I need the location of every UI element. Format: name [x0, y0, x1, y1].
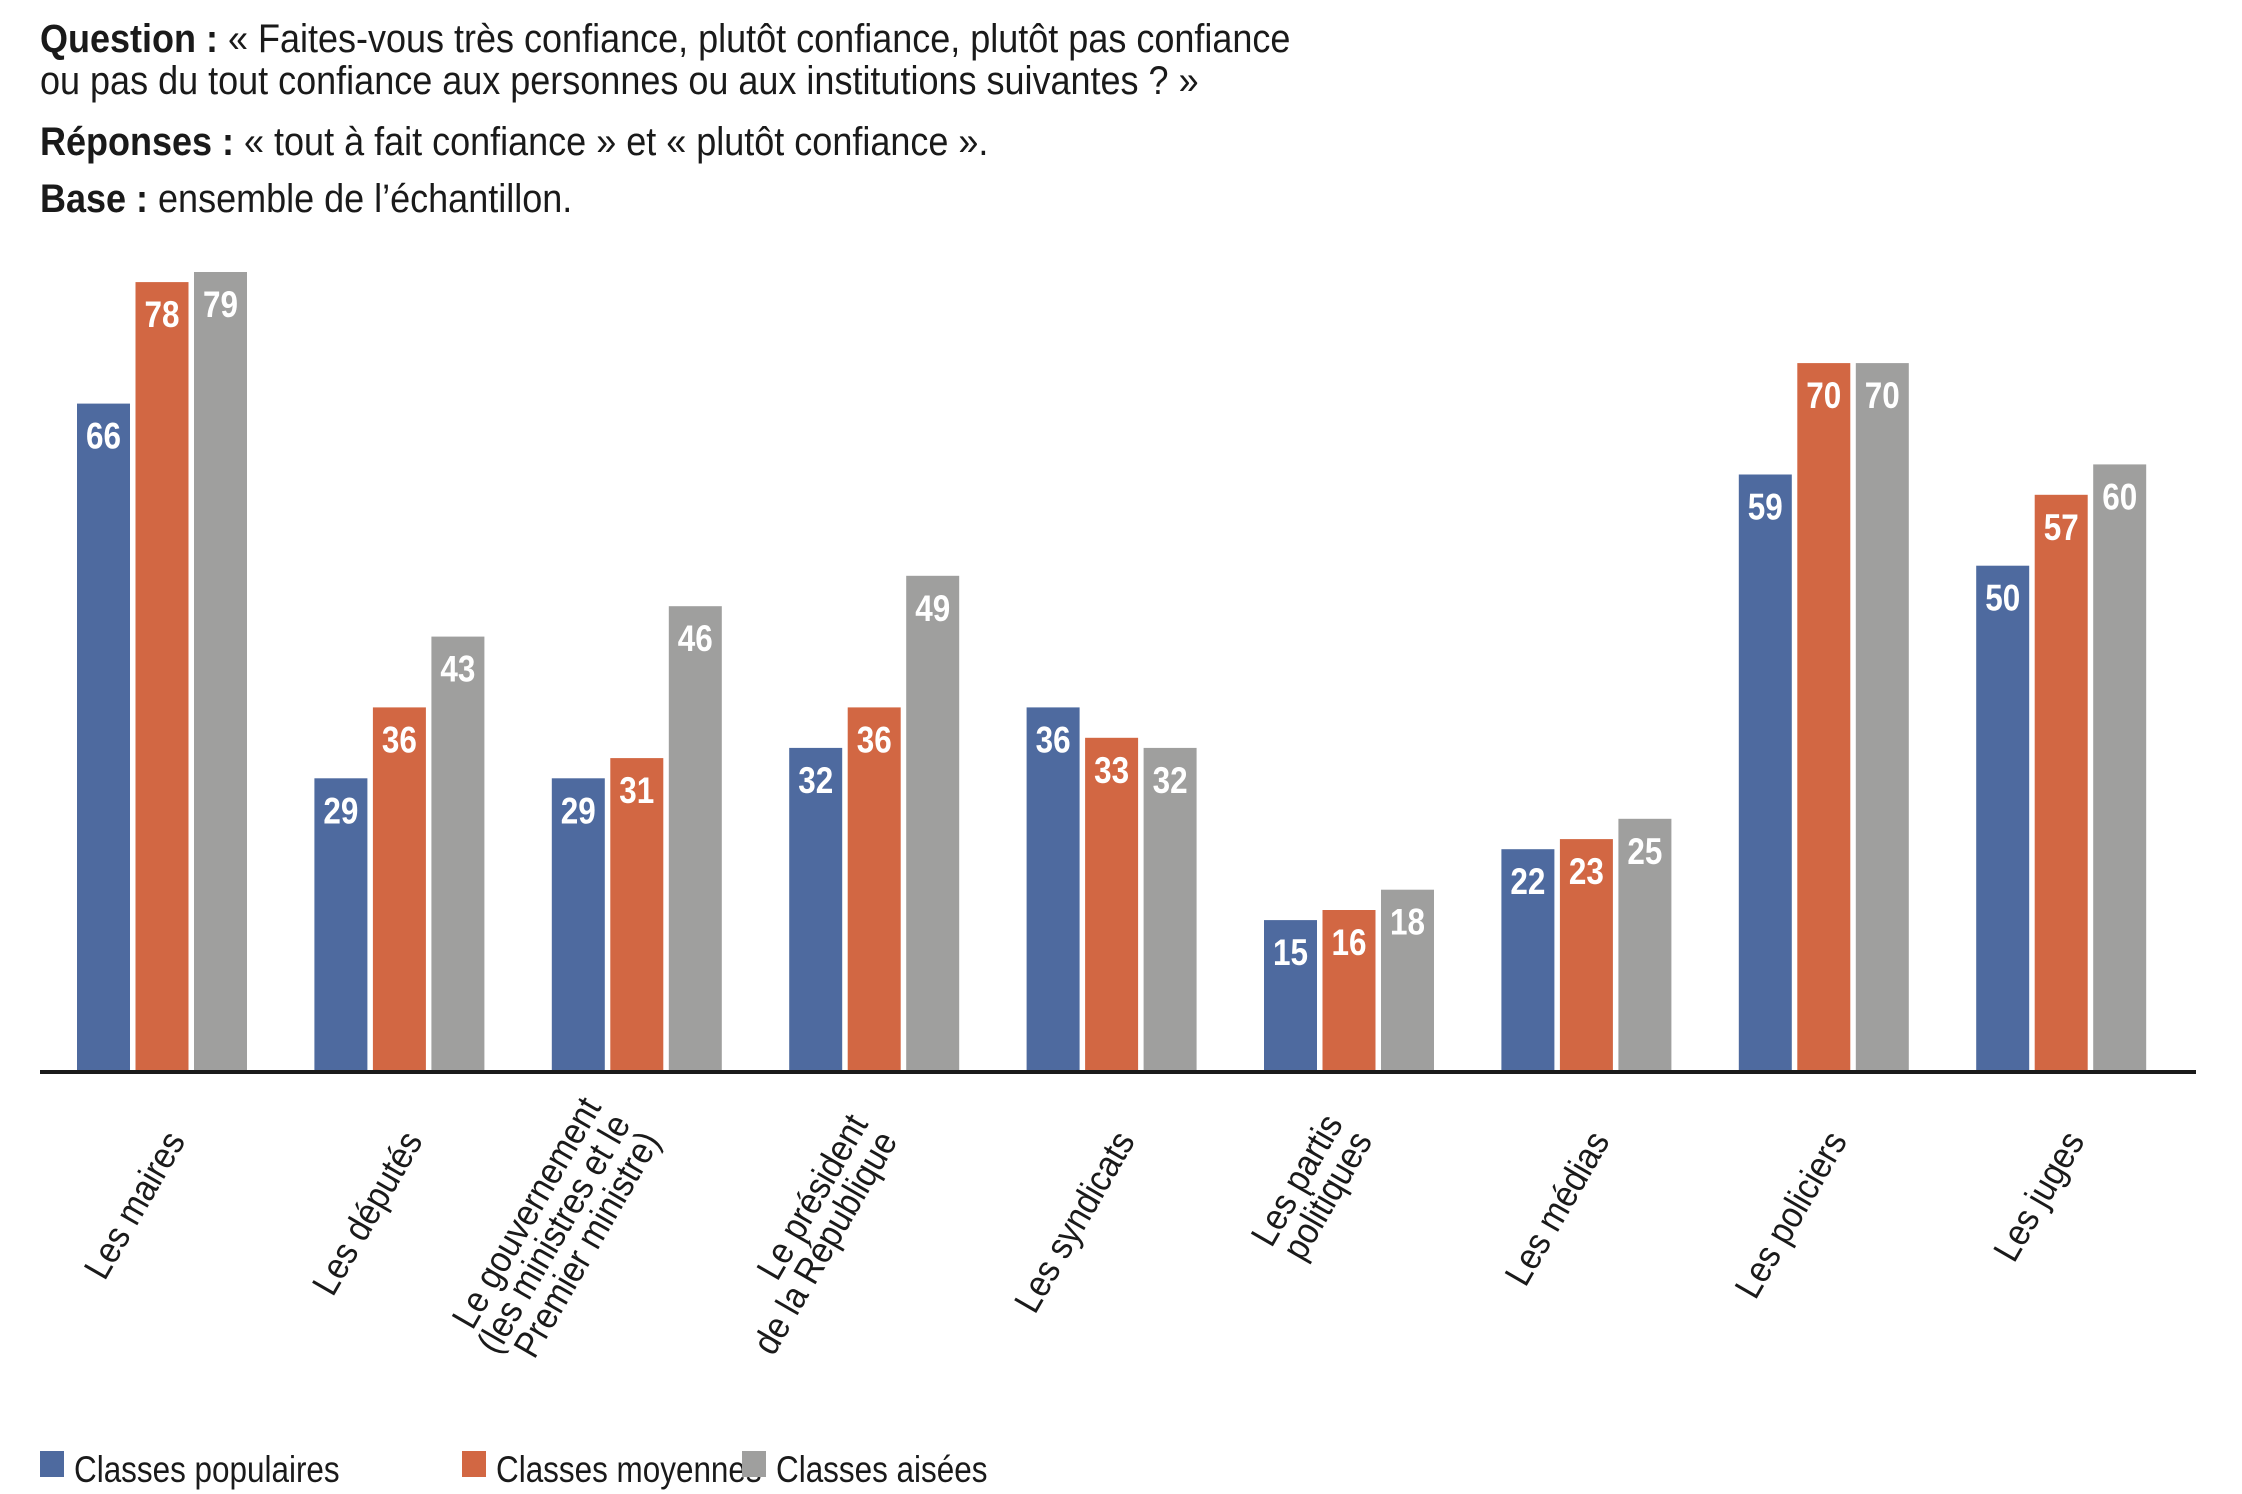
value-label-les-partis-politiques-classes-moyennes: 16: [1332, 923, 1367, 964]
bar-les-deputes-classes-populaires: [314, 778, 368, 1072]
responses-label: Réponses :: [40, 120, 234, 164]
value-label-les-medias-classes-populaires: 22: [1510, 862, 1545, 903]
value-label-les-maires-classes-populaires: 66: [86, 416, 121, 457]
bar-les-policiers-classes-moyennes: [1797, 363, 1851, 1073]
bar-les-deputes-classes-moyennes: [372, 707, 426, 1072]
x-tick-label-le-gouvernement-les-ministres-et-le-premier-ministre: Le gouvernement(les ministres et lePremi…: [444, 1090, 668, 1364]
bar-les-medias-classes-populaires: [1501, 849, 1555, 1072]
question-line-2: ou pas du tout confiance aux personnes o…: [40, 59, 1199, 103]
legend: Classes populaires Classes moyennes Classe…: [40, 1450, 987, 1491]
question-text-1: « Faites-vous très confiance, plutôt con…: [218, 17, 1290, 61]
x-tick-label-line: Les maires: [76, 1124, 193, 1285]
value-label-les-deputes-classes-populaires: 29: [323, 791, 358, 832]
bar-les-juges-classes-aisees: [2093, 464, 2147, 1072]
bar-les-policiers-classes-aisees: [1855, 363, 1909, 1073]
base-label: Base :: [40, 177, 148, 221]
value-label-le-president-de-la-republique-classes-moyennes: 36: [857, 720, 892, 761]
legend-swatch: [40, 1451, 64, 1477]
bar-les-maires-classes-populaires: [77, 403, 130, 1073]
bar-les-syndicats-classes-moyennes: [1085, 737, 1139, 1072]
bar-le-president-de-la-republique-classes-aisees: [906, 575, 960, 1072]
value-label-les-partis-politiques-classes-aisees: 18: [1390, 902, 1425, 943]
legend-swatch: [742, 1451, 766, 1477]
question-line-1: Question : « Faites-vous très confiance,…: [40, 17, 1290, 61]
value-label-les-syndicats-classes-moyennes: 33: [1094, 750, 1129, 791]
legend-label: Classes populaires: [74, 1450, 340, 1491]
responses-line: Réponses : « tout à fait confiance » et …: [40, 120, 988, 164]
value-label-le-president-de-la-republique-classes-aisees: 49: [915, 588, 950, 629]
bar-le-gouvernement-les-ministres-et-le-premier-ministre-classes-moyennes: [610, 758, 664, 1072]
bar-les-medias-classes-moyennes: [1559, 839, 1613, 1072]
bar-le-gouvernement-les-ministres-et-le-premier-ministre-classes-aisees: [668, 606, 722, 1072]
value-label-le-gouvernement-les-ministres-et-le-premier-ministre-classes-populaires: 29: [561, 791, 596, 832]
responses-text: « tout à fait confiance » et « plutôt co…: [234, 120, 988, 164]
value-label-le-gouvernement-les-ministres-et-le-premier-ministre-classes-aisees: 46: [678, 619, 713, 660]
value-label-les-policiers-classes-aisees: 70: [1865, 376, 1900, 417]
value-label-les-partis-politiques-classes-populaires: 15: [1273, 933, 1308, 974]
value-label-les-juges-classes-aisees: 60: [2102, 477, 2137, 518]
value-label-les-deputes-classes-moyennes: 36: [382, 720, 417, 761]
value-label-les-medias-classes-aisees: 25: [1627, 831, 1662, 872]
bar-les-juges-classes-populaires: [1976, 565, 2030, 1072]
legend-item-classes-aisees: Classes aisées: [742, 1450, 987, 1491]
value-label-les-maires-classes-moyennes: 78: [145, 295, 180, 336]
value-label-les-deputes-classes-aisees: 43: [440, 649, 475, 690]
bar-les-juges-classes-moyennes: [2034, 494, 2088, 1072]
bar-le-president-de-la-republique-classes-moyennes: [847, 707, 901, 1072]
x-tick-label-line: Les policiers: [1727, 1124, 1855, 1305]
bar-les-maires-classes-moyennes: [135, 282, 189, 1073]
bar-le-gouvernement-les-ministres-et-le-premier-ministre-classes-populaires: [551, 778, 605, 1072]
x-tick-label-line: Les juges: [1986, 1124, 2093, 1268]
value-label-les-juges-classes-populaires: 50: [1985, 578, 2020, 619]
x-tick-label-les-medias: Les médias: [1497, 1124, 1618, 1292]
bar-les-medias-classes-aisees: [1618, 818, 1672, 1072]
value-label-le-president-de-la-republique-classes-populaires: 32: [798, 761, 833, 802]
legend-swatch: [462, 1451, 486, 1477]
legend-item-classes-moyennes: Classes moyennes: [462, 1450, 762, 1491]
x-tick-label-les-deputes: Les députés: [305, 1124, 431, 1302]
value-label-les-policiers-classes-populaires: 59: [1748, 487, 1783, 528]
value-label-les-maires-classes-aisees: 79: [203, 285, 238, 326]
bar-les-syndicats-classes-aisees: [1143, 747, 1197, 1072]
bar-les-partis-politiques-classes-aisees: [1381, 889, 1434, 1072]
value-label-les-juges-classes-moyennes: 57: [2044, 507, 2079, 548]
bar-les-partis-politiques-classes-moyennes: [1322, 910, 1376, 1072]
x-tick-label-les-maires: Les maires: [76, 1124, 193, 1285]
legend-label: Classes moyennes: [496, 1450, 762, 1491]
value-label-les-syndicats-classes-aisees: 32: [1153, 761, 1188, 802]
bar-les-syndicats-classes-populaires: [1026, 707, 1080, 1072]
x-tick-label-line: Les médias: [1497, 1124, 1618, 1292]
value-label-les-medias-classes-moyennes: 23: [1569, 852, 1604, 893]
legend-item-classes-populaires: Classes populaires: [40, 1450, 340, 1491]
x-tick-label-line: Les députés: [305, 1124, 431, 1302]
x-tick-label-les-juges: Les juges: [1986, 1124, 2093, 1268]
x-tick-label-les-syndicats: Les syndicats: [1007, 1124, 1143, 1319]
x-tick-label-les-policiers: Les policiers: [1727, 1124, 1855, 1305]
bar-les-policiers-classes-populaires: [1738, 474, 1792, 1072]
base-line: Base : ensemble de l’échantillon.: [40, 177, 572, 221]
question-label: Question :: [40, 17, 218, 61]
bar-les-maires-classes-aisees: [194, 272, 247, 1072]
x-tick-label-line: Les syndicats: [1007, 1124, 1143, 1319]
legend-label: Classes aisées: [776, 1450, 987, 1491]
bar-les-deputes-classes-aisees: [431, 636, 485, 1072]
bar-les-partis-politiques-classes-populaires: [1264, 920, 1317, 1072]
value-label-les-policiers-classes-moyennes: 70: [1806, 376, 1841, 417]
bar-le-president-de-la-republique-classes-populaires: [789, 747, 843, 1072]
x-axis-labels: Les maires Les députés Le gouvernement(les…: [76, 1090, 2093, 1364]
value-label-les-syndicats-classes-populaires: 36: [1036, 720, 1071, 761]
value-labels-group: 66 78 79 29 36 43 29 31 46 32 36 49 36 33 32 15 16 18 22 23…: [86, 285, 2137, 974]
bars-group: [77, 272, 2147, 1073]
chart-header: Question : « Faites-vous très confiance,…: [40, 17, 1290, 221]
base-text: ensemble de l’échantillon.: [148, 177, 572, 221]
value-label-le-gouvernement-les-ministres-et-le-premier-ministre-classes-moyennes: 31: [619, 771, 654, 812]
